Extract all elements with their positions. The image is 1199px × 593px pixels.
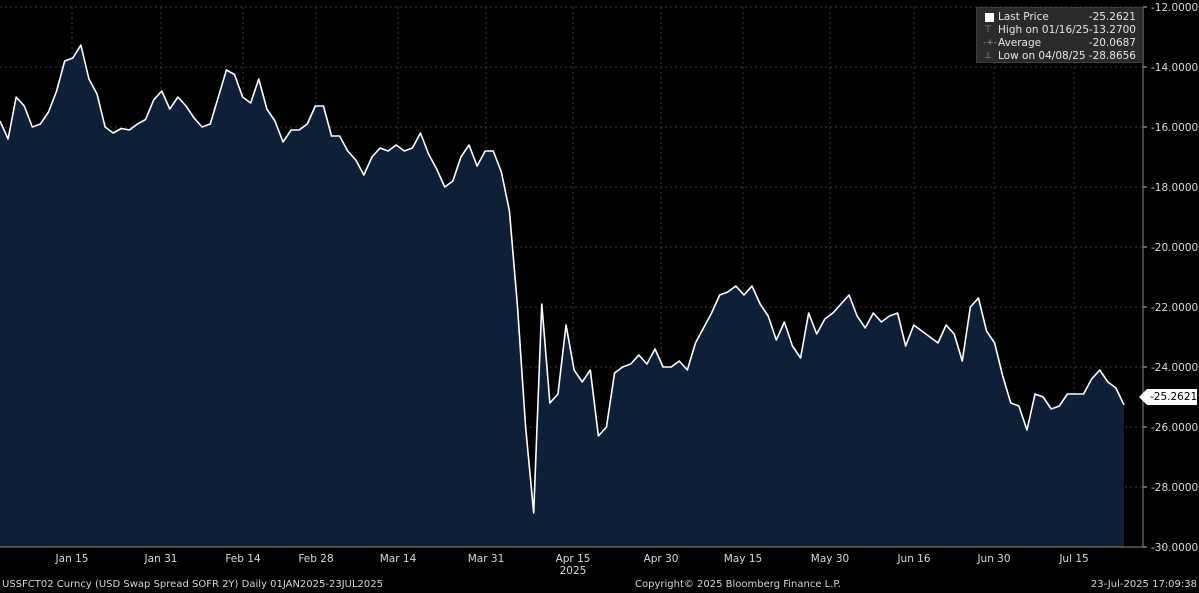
footer-ticker: USSFCT02 Curncy (USD Swap Spread SOFR 2Y… xyxy=(2,579,383,590)
legend-last-price-label: Last Price xyxy=(998,11,1049,23)
legend-low: ⊥ Low on 04/08/25 -28.8656 xyxy=(977,49,1142,63)
y-tick-label: -12.0000 xyxy=(1151,2,1198,14)
legend-last-price-value: -25.2621 xyxy=(1088,11,1136,23)
legend-average: -+- Average -20.0687 xyxy=(977,36,1142,50)
y-tick-label: -18.0000 xyxy=(1151,182,1198,194)
footer-timestamp: 23-Jul-2025 17:09:38 xyxy=(1090,579,1197,590)
legend-high: ⊤ High on 01/16/25 -13.2700 xyxy=(977,23,1142,37)
y-tick-label: -16.0000 xyxy=(1151,122,1198,134)
y-tick-label: -28.0000 xyxy=(1151,482,1198,494)
x-tick-label: Mar 31 xyxy=(468,553,505,565)
footer-copyright: Copyright© 2025 Bloomberg Finance L.P. xyxy=(635,579,842,590)
low-marker-icon: ⊥ xyxy=(984,51,992,61)
legend-average-value: -20.0687 xyxy=(1088,37,1136,49)
average-marker-icon: -+- xyxy=(983,38,998,48)
legend-low-value: -28.8656 xyxy=(1088,50,1136,62)
last-value-tag: -25.2621 xyxy=(1139,389,1197,405)
y-tick-label: -30.0000 xyxy=(1151,542,1198,554)
x-tick-label: Jan 15 xyxy=(55,553,89,565)
x-tick-label: Feb 28 xyxy=(298,553,333,565)
y-tick-label: -26.0000 xyxy=(1151,422,1198,434)
x-tick-label: Jul 15 xyxy=(1058,553,1088,565)
high-marker-icon: ⊤ xyxy=(984,25,992,35)
area-layer xyxy=(0,44,1125,547)
legend-swatch-icon xyxy=(985,13,994,22)
x-tick-label: Jun 30 xyxy=(976,553,1010,565)
x-tick-label: Jan 31 xyxy=(144,553,178,565)
x-tick-label: Apr 30 xyxy=(644,553,679,565)
axis-layer: -12.0000 -14.0000 -16.0000 -18.0000 -20.0000… xyxy=(0,2,1198,577)
y-tick-label: -22.0000 xyxy=(1151,302,1198,314)
chart-footer: USSFCT02 Curncy (USD Swap Spread SOFR 2Y… xyxy=(0,577,1199,593)
legend-high-label: High on 01/16/25 xyxy=(998,24,1090,36)
legend-average-label: Average xyxy=(998,37,1042,49)
x-tick-label: Feb 14 xyxy=(225,553,261,565)
x-tick-label: Mar 14 xyxy=(380,553,417,565)
legend-high-value: -13.2700 xyxy=(1088,24,1136,36)
legend-low-label: Low on 04/08/25 xyxy=(998,50,1086,62)
series-line-last-price xyxy=(0,44,1125,514)
y-tick-label: -20.0000 xyxy=(1151,242,1198,254)
series-area-fill xyxy=(0,45,1124,547)
y-tick-label: -24.0000 xyxy=(1151,362,1198,374)
legend-last-price: Last Price -25.2621 xyxy=(977,10,1142,24)
x-tick-label: Apr 15 xyxy=(556,553,591,565)
x-tick-label: May 30 xyxy=(811,553,849,565)
x-tick-label: May 15 xyxy=(724,553,762,565)
x-tick-label: Jun 16 xyxy=(896,553,930,565)
chart-legend: Last Price -25.2621 ⊤ High on 01/16/25 -… xyxy=(976,7,1143,63)
y-tick-label: -14.0000 xyxy=(1151,62,1198,74)
x-year-label: 2025 xyxy=(560,565,587,577)
